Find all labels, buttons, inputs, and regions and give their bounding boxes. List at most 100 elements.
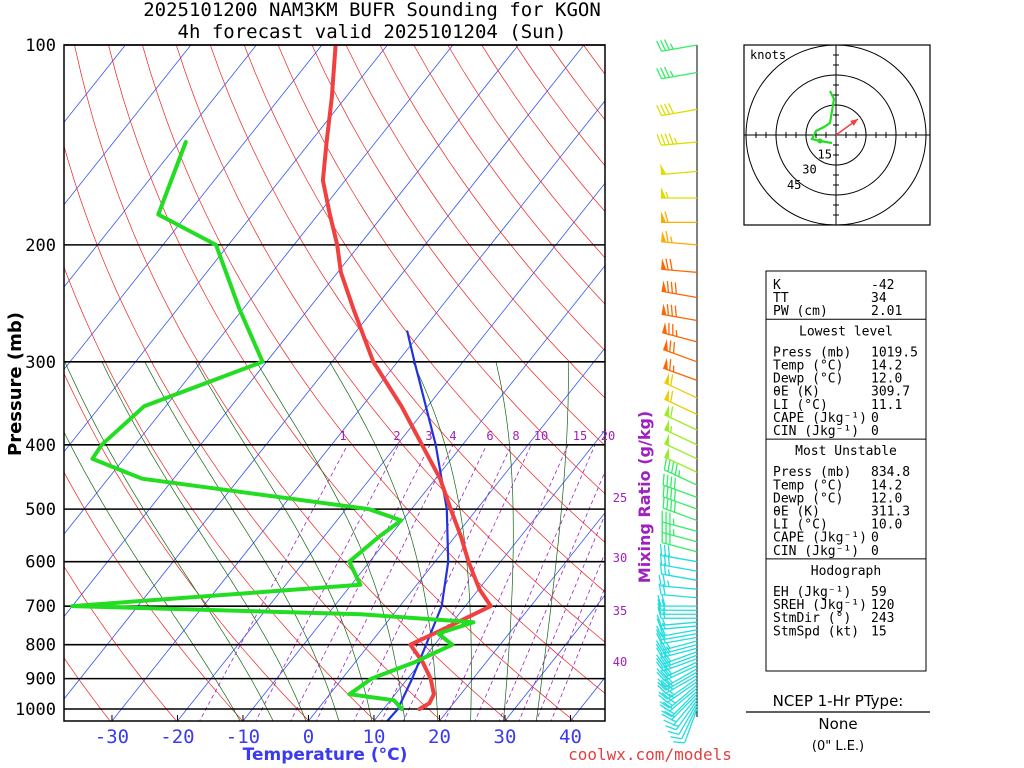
dry-adiabat <box>64 372 310 721</box>
wind-barb <box>662 321 698 343</box>
wind-barb <box>661 230 698 246</box>
index-value: 243 <box>871 611 894 626</box>
temperature-tick-label: 20 <box>428 726 451 748</box>
index-value: 0 <box>871 411 879 426</box>
isotherm <box>307 347 605 721</box>
wind-barb <box>664 404 698 431</box>
y-axis-label: Pressure (mb) <box>5 312 26 456</box>
mixing-ratio-tick-label: 30 <box>613 551 627 565</box>
index-label: Temp (°C) <box>773 478 843 493</box>
index-value: 2.01 <box>871 304 902 319</box>
mixing-ratio-axis-label: Mixing Ratio (g/kg) <box>635 411 654 583</box>
wind-barb <box>656 39 698 52</box>
wind-barb <box>656 66 698 80</box>
wind-barb <box>656 632 698 645</box>
pressure-tick-label: 400 <box>25 436 56 456</box>
index-label: Press (mb) <box>773 345 851 360</box>
moist-adiabat <box>495 361 514 721</box>
background-lines <box>64 45 605 721</box>
index-value: 0 <box>871 531 879 546</box>
mixing-ratio-line <box>255 444 399 721</box>
index-label: Dewp (°C) <box>773 372 843 387</box>
mixing-ratio-line <box>381 444 512 721</box>
moist-adiabat <box>535 361 569 721</box>
wind-barb <box>656 614 698 626</box>
wind-barb <box>661 187 697 199</box>
plot-frame <box>63 44 606 722</box>
moist-adiabat <box>64 361 274 721</box>
wind-barb <box>664 389 698 415</box>
mixing-ratio-tick-label: 3 <box>425 429 432 443</box>
index-value: -42 <box>871 278 894 293</box>
ptype-box: NCEP 1-Hr PType: None (0" L.E.) <box>746 692 930 754</box>
dry-adiabat <box>64 471 244 721</box>
wind-barb <box>662 485 698 510</box>
wind-barb <box>656 618 698 630</box>
index-value: 15 <box>871 624 887 639</box>
index-value: 311.3 <box>871 505 910 520</box>
index-value: 0 <box>871 424 879 439</box>
pressure-tick-label: 200 <box>25 236 56 256</box>
mixing-ratio-line <box>535 551 605 721</box>
index-value: 12.0 <box>871 372 902 387</box>
dry-adiabat <box>74 45 509 721</box>
isotherm <box>64 45 192 206</box>
index-value: 12.0 <box>871 491 902 506</box>
hodograph-units-label: knots <box>750 48 786 62</box>
dry-adiabat <box>311 45 605 447</box>
isotherm <box>64 45 454 535</box>
ptype-note: (0" L.E.) <box>812 739 864 754</box>
wind-barb <box>661 510 698 532</box>
index-label: CIN (Jkg⁻¹) <box>773 544 859 559</box>
index-label: LI (°C) <box>773 398 828 413</box>
isotherm <box>64 45 388 453</box>
isobars <box>64 44 605 710</box>
mixing-ratio-tick-label: 2 <box>393 429 400 443</box>
profiles <box>70 45 493 721</box>
temperature-tick-label: -30 <box>95 726 129 748</box>
hodograph-ring <box>745 44 927 226</box>
wind-barb <box>657 594 697 607</box>
dry-adiabat <box>175 45 605 643</box>
ptype-title: NCEP 1-Hr PType: <box>773 692 904 710</box>
temperature-tick-label: 10 <box>363 726 386 748</box>
wind-barb <box>656 624 698 637</box>
wind-barb <box>656 133 698 146</box>
dry-adiabat <box>108 45 575 721</box>
temperature-tick-label: 40 <box>559 726 582 748</box>
wind-barb <box>663 458 698 486</box>
hodograph-ring-label: 15 <box>817 147 831 161</box>
hodograph-trace <box>810 90 859 145</box>
wind-barb <box>657 674 698 694</box>
mixing-ratio-tick-label: 25 <box>613 491 627 505</box>
index-label: LI (°C) <box>773 518 828 533</box>
wind-barb <box>662 339 698 363</box>
mixing-ratio-line <box>315 444 454 721</box>
isotherm <box>504 594 605 721</box>
credit-label: coolwx.com/models <box>568 745 732 764</box>
dry-adiabat <box>447 45 605 259</box>
dry-adiabat <box>64 565 177 721</box>
indices-panel: K -42 TT 34 PW (cm) 2.01 Lowest level Press (mb… <box>765 270 927 672</box>
title-line-1: 2025101200 NAM3KM BUFR Sounding for KGON <box>143 0 601 21</box>
panel-section-title: Lowest level <box>799 324 893 339</box>
mixing-ratio-line <box>550 586 605 721</box>
mixing-ratio-tick-label: 40 <box>613 655 627 669</box>
index-label: CAPE (Jkg⁻¹) <box>773 531 867 546</box>
isotherm <box>64 45 257 288</box>
wind-barb <box>664 447 698 473</box>
mixing-ratio-line <box>353 444 488 721</box>
wind-barb <box>662 496 698 522</box>
mixing-ratio-tick-label: 4 <box>449 429 456 443</box>
wind-barb <box>670 705 698 740</box>
dry-adiabat <box>379 45 605 352</box>
mixing-ratio-tick-label: 20 <box>601 429 615 443</box>
wind-barb <box>662 357 698 382</box>
wind-barb <box>667 702 698 735</box>
hodograph-ring <box>805 104 867 166</box>
ptype-value: None <box>818 715 857 733</box>
dry-adiabat <box>243 45 605 543</box>
parcel-profile <box>385 330 450 721</box>
wind-barb <box>656 628 698 641</box>
index-label: TT <box>773 291 789 306</box>
